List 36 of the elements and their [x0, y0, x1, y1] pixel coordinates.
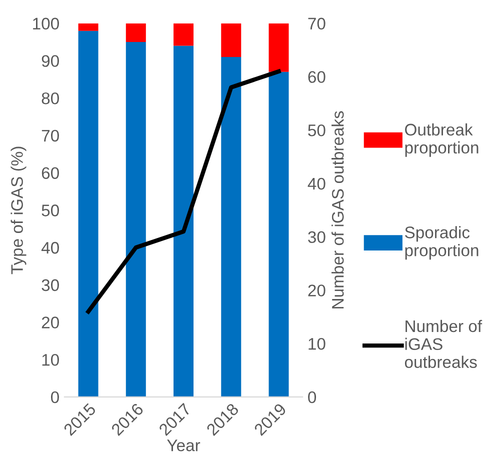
y-tick-label: 60: [42, 167, 59, 179]
y-tick-label: 30: [42, 279, 59, 292]
line-series: [86, 69, 281, 314]
bar: [78, 23, 98, 31]
y-axis-title: Type of iGAS (%): [10, 146, 26, 274]
y-tick-label: 70: [42, 130, 59, 142]
y2-tick-label: 70: [308, 18, 326, 30]
y-tick-label: 20: [42, 316, 59, 328]
bar: [126, 23, 146, 42]
y-tick-label: 100: [33, 18, 59, 30]
x-axis-title: Year: [167, 440, 200, 452]
y2-axis-title: Number of iGAS outbreaks: [332, 111, 344, 308]
y-tick-label: 40: [41, 242, 59, 254]
legend-label: Sporadic proportion: [405, 226, 478, 260]
y-tick-label: 90: [42, 55, 59, 67]
bar: [174, 23, 194, 46]
bar: [78, 30, 98, 397]
bar: [126, 42, 146, 397]
y2-tick-label: 50: [308, 124, 326, 136]
legend-label: Number of iGAS outbreaks: [404, 320, 482, 368]
y2-tick-label: 30: [308, 231, 326, 244]
bar: [221, 23, 242, 57]
y2-tick-label: 10: [308, 338, 326, 350]
y2-tick-label: 0: [308, 391, 316, 404]
y-tick-label: 50: [42, 204, 59, 216]
y2-tick-label: 20: [308, 284, 326, 296]
y-tick-label: 10: [42, 354, 59, 366]
bar: [268, 72, 289, 397]
y-tick-label: 80: [42, 92, 59, 104]
bar: [221, 56, 242, 397]
bar: [174, 46, 194, 397]
y2-tick-label: 40: [308, 178, 326, 190]
y-tick-label: 0: [51, 391, 59, 404]
legend-label: Outbreak proportion: [405, 123, 478, 157]
y2-tick-label: 60: [308, 71, 326, 83]
bar: [268, 23, 289, 72]
